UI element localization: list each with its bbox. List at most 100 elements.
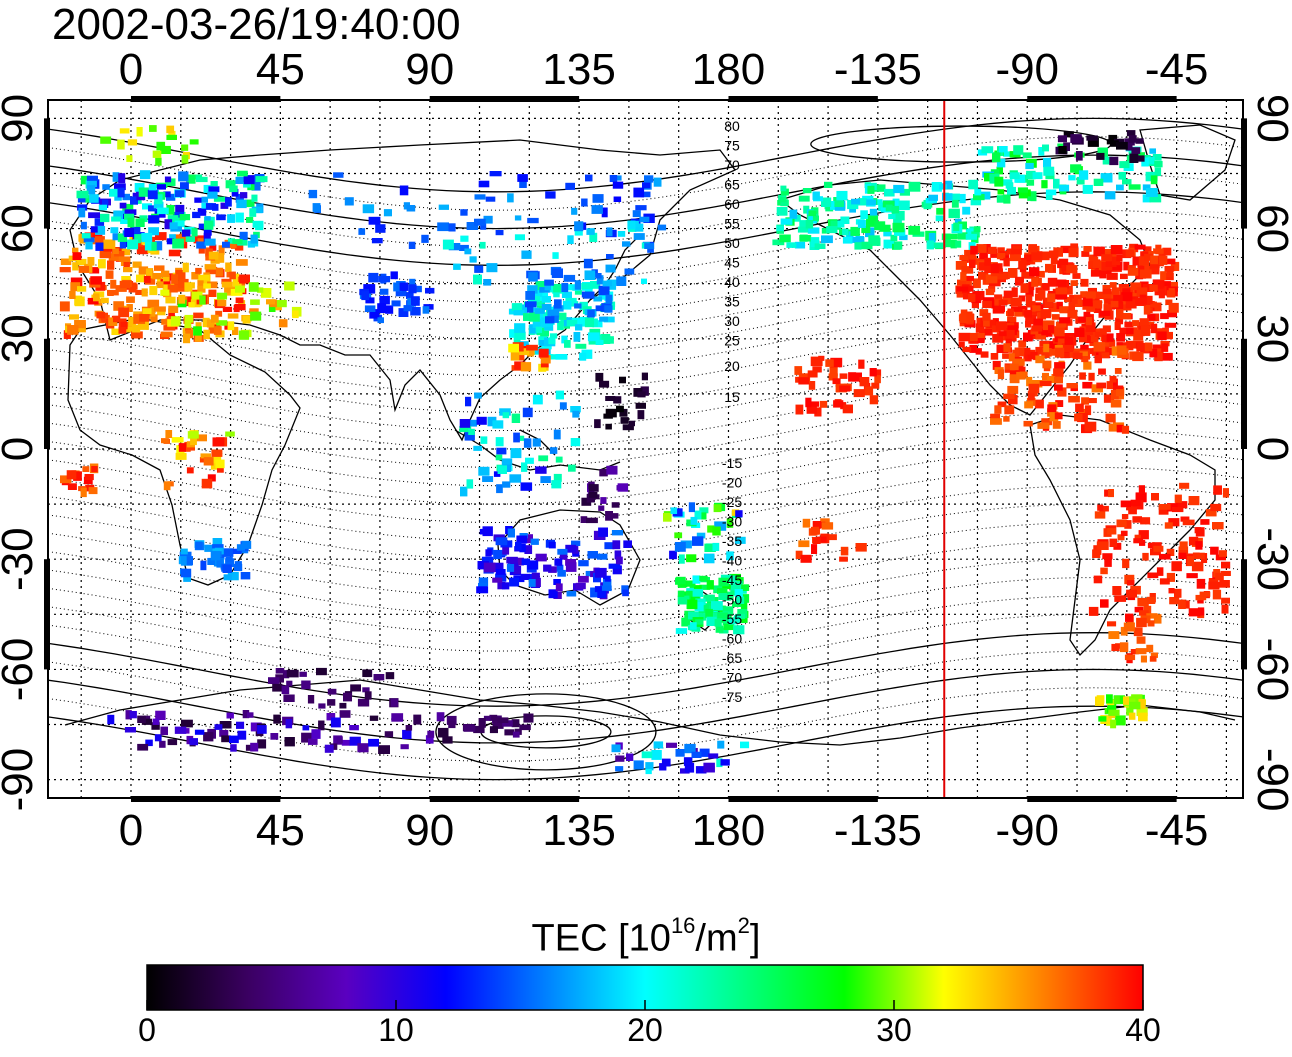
tec-cell (222, 548, 234, 557)
tec-cell (78, 207, 86, 218)
tec-cell (477, 561, 489, 570)
tec-cell (406, 292, 414, 300)
tec-cell (1017, 187, 1028, 193)
tec-cell (195, 322, 202, 329)
tec-cell (970, 198, 982, 206)
colorbar-tick-label: 10 (378, 1012, 414, 1048)
tec-cell (575, 582, 586, 590)
tec-cell (1117, 534, 1125, 541)
tec-cell (213, 326, 222, 335)
tec-cell (207, 557, 215, 565)
tec-cell (210, 314, 219, 323)
tec-cell (520, 362, 532, 372)
tec-cell (272, 683, 283, 692)
tec-cell (978, 262, 991, 271)
tec-cell (566, 319, 578, 327)
tec-cell (1158, 505, 1169, 515)
tec-cell (1101, 352, 1110, 358)
lat-tick-label-right: -30 (1248, 527, 1292, 591)
tec-cell (526, 344, 538, 351)
tec-cell (1092, 549, 1101, 558)
tec-cell (633, 233, 645, 240)
tec-cell (1027, 391, 1035, 401)
tec-cell (588, 339, 599, 345)
tec-cell (249, 308, 259, 314)
tec-cell (124, 209, 137, 216)
colorbar-label-exponent-2: 2 (737, 913, 750, 938)
tec-cell (98, 259, 106, 269)
tec-cell (1059, 306, 1071, 314)
tec-cell (635, 205, 647, 211)
tec-cell (726, 551, 734, 561)
tec-cell (59, 301, 70, 312)
tec-cell (1074, 327, 1085, 338)
tec-cell (1124, 574, 1135, 585)
tec-cell (1101, 334, 1109, 343)
tec-cell (78, 265, 89, 273)
tec-cell (169, 222, 178, 229)
tec-cell (1188, 536, 1199, 546)
tec-cell (1221, 597, 1230, 604)
tec-cell (612, 565, 622, 575)
tec-cell (174, 190, 185, 197)
tec-cell (153, 201, 164, 209)
tec-cell (395, 290, 407, 297)
tec-cell (229, 185, 238, 193)
tec-cell (1197, 597, 1204, 604)
tec-cell (478, 577, 489, 587)
tec-cell (642, 182, 651, 189)
tec-cell (1040, 251, 1050, 261)
tec-cell (478, 718, 486, 728)
tec-cell (726, 518, 734, 528)
tec-cell (251, 194, 258, 202)
tec-cell (162, 274, 170, 282)
contour-label-south: -35 (722, 533, 742, 549)
tec-cell (960, 278, 972, 287)
tec-cell (892, 198, 900, 206)
tec-cell (219, 721, 232, 729)
tec-cell (564, 284, 577, 291)
colorbar-ticks (146, 1000, 1144, 1010)
tec-cell (476, 416, 487, 425)
tec-cell (944, 180, 953, 190)
tec-cell (1029, 267, 1040, 277)
tec-cell (195, 335, 202, 342)
tec-cell (597, 590, 607, 598)
tec-cell (438, 204, 449, 210)
tec-cell (1059, 317, 1071, 324)
tec-cell (1109, 375, 1117, 383)
tec-cell (1079, 334, 1087, 343)
tec-cell (489, 726, 498, 734)
tec-cell (155, 710, 166, 720)
tec-cell (118, 256, 131, 262)
contour-label-north: 25 (724, 333, 740, 349)
tec-cell (273, 714, 281, 724)
tec-cell (268, 304, 276, 312)
tec-cell (969, 344, 978, 353)
tec-cell (692, 536, 704, 546)
tec-cell (821, 235, 833, 244)
tec-cell (519, 724, 531, 731)
tec-cell (824, 181, 833, 188)
tec-cell (1174, 588, 1182, 598)
tec-cell (235, 297, 244, 304)
tec-cell (175, 269, 186, 280)
tec-cell (1045, 189, 1057, 196)
tec-cell (852, 372, 862, 382)
tec-cell (198, 274, 210, 281)
tec-cell (588, 492, 598, 498)
tec-cell (168, 249, 181, 257)
tec-cell (1055, 400, 1064, 407)
tec-cell (1055, 321, 1067, 328)
tec-cell (144, 241, 152, 251)
tec-cell (1038, 289, 1046, 300)
tec-cell (476, 586, 489, 594)
tec-cell (178, 294, 186, 304)
tec-cell (1025, 289, 1034, 297)
tec-cell (1129, 292, 1141, 298)
tec-cell (184, 282, 193, 292)
tec-cell (1087, 137, 1099, 147)
tec-cell (799, 235, 812, 242)
tec-cell (525, 291, 535, 300)
tec-cell (1171, 561, 1182, 572)
